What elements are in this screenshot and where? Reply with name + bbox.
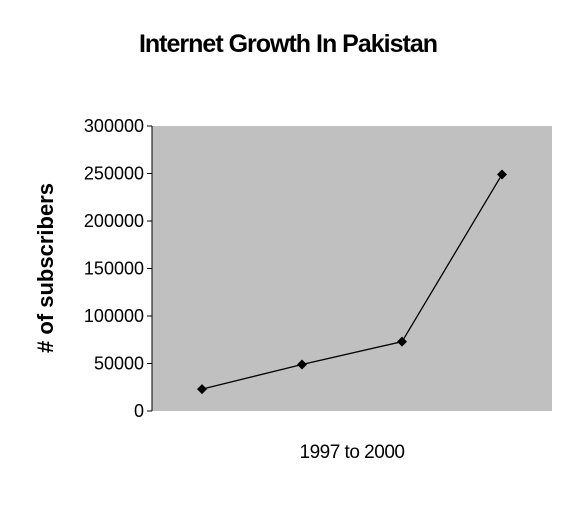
y-tick-label: 0	[134, 401, 144, 421]
x-axis-label: 1997 to 2000	[299, 442, 405, 463]
data-point-marker	[497, 169, 507, 180]
y-tick-label: 150000	[84, 259, 144, 279]
y-tick-label: 100000	[84, 306, 144, 326]
data-point-marker	[297, 359, 307, 370]
y-tick-label: 300000	[84, 116, 144, 136]
y-tick-label: 50000	[94, 354, 144, 374]
y-tick-label: 250000	[84, 164, 144, 184]
plot-area	[152, 126, 552, 411]
series-line	[201, 174, 503, 390]
y-axis-label: # of subscribers	[33, 183, 58, 353]
y-tick-label: 200000	[84, 211, 144, 231]
chart-title: Internet Growth In Pakistan	[138, 30, 438, 58]
data-point-marker	[397, 336, 407, 347]
data-point-marker	[197, 384, 207, 395]
